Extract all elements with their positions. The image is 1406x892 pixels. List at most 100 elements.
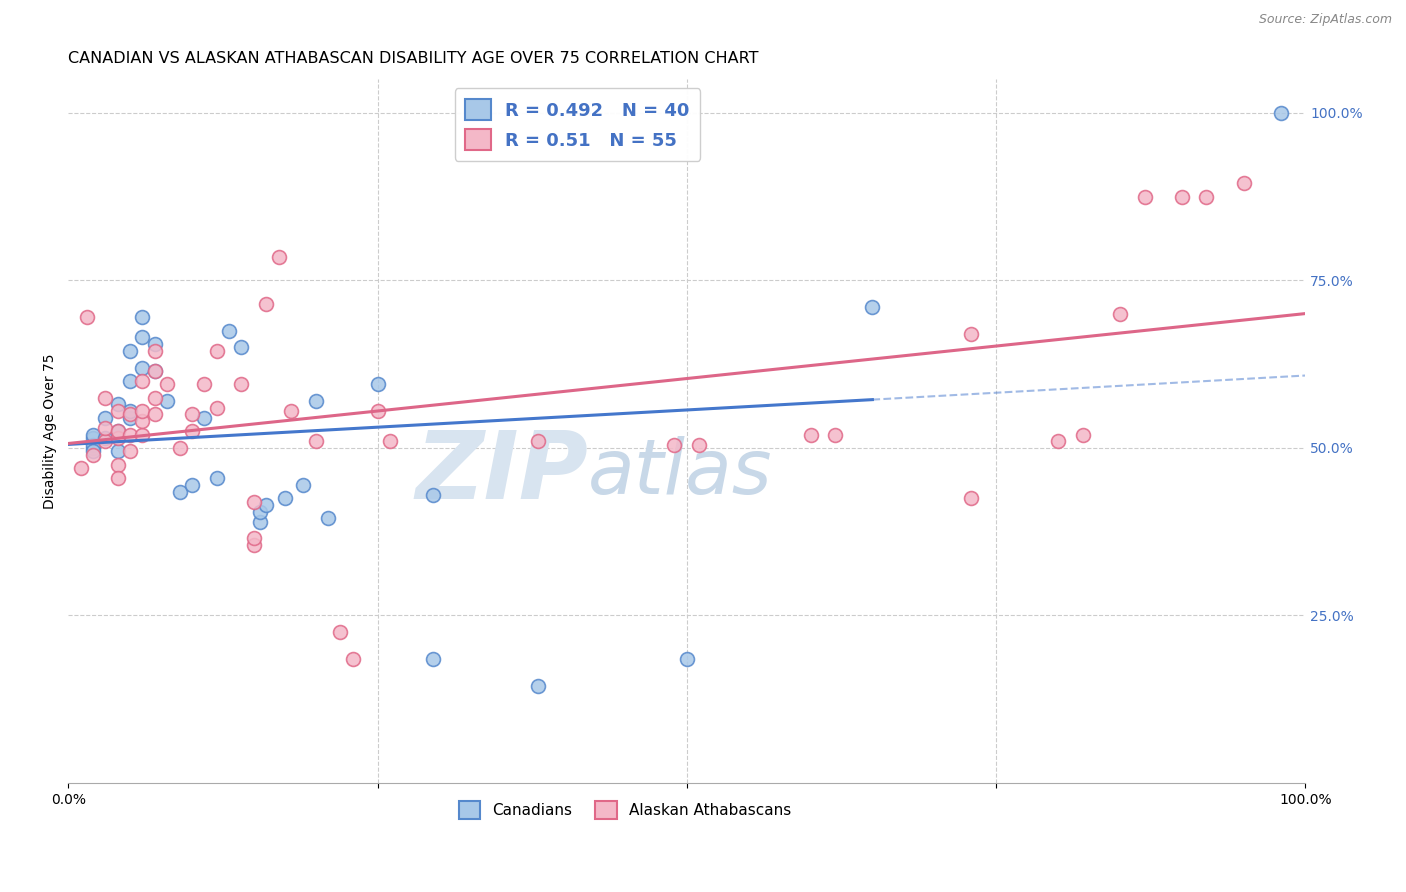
Text: Source: ZipAtlas.com: Source: ZipAtlas.com xyxy=(1258,13,1392,27)
Point xyxy=(860,300,883,314)
Point xyxy=(94,410,117,425)
Point xyxy=(292,478,315,492)
Point xyxy=(1108,307,1130,321)
Point xyxy=(82,431,104,445)
Point xyxy=(527,679,550,693)
Point xyxy=(169,484,191,499)
Text: atlas: atlas xyxy=(588,436,772,510)
Point xyxy=(131,404,153,418)
Point xyxy=(1071,427,1094,442)
Point xyxy=(231,377,253,392)
Point xyxy=(960,491,983,506)
Point xyxy=(94,391,117,405)
Point xyxy=(107,444,129,458)
Point xyxy=(169,441,191,455)
Point xyxy=(143,408,166,422)
Point xyxy=(143,391,166,405)
Point xyxy=(1195,189,1218,203)
Point xyxy=(82,448,104,462)
Point xyxy=(799,427,821,442)
Point xyxy=(243,532,266,546)
Point xyxy=(218,324,240,338)
Point xyxy=(243,538,266,552)
Point xyxy=(274,491,297,506)
Point xyxy=(193,377,215,392)
Point xyxy=(1046,434,1069,449)
Point xyxy=(120,343,142,358)
Point xyxy=(181,408,204,422)
Point xyxy=(205,343,228,358)
Point xyxy=(120,444,142,458)
Point xyxy=(143,364,166,378)
Point xyxy=(316,511,339,525)
Point xyxy=(280,404,302,418)
Point xyxy=(69,461,91,475)
Point xyxy=(1232,176,1254,190)
Point xyxy=(107,397,129,411)
Point xyxy=(120,404,142,418)
Point xyxy=(305,434,328,449)
Point xyxy=(82,444,104,458)
Point xyxy=(527,434,550,449)
Point xyxy=(131,427,153,442)
Point xyxy=(267,250,290,264)
Point xyxy=(131,310,153,325)
Point xyxy=(193,410,215,425)
Point xyxy=(107,431,129,445)
Text: ZIP: ZIP xyxy=(415,427,588,519)
Point xyxy=(94,434,117,449)
Y-axis label: Disability Age Over 75: Disability Age Over 75 xyxy=(44,353,58,509)
Point xyxy=(156,377,179,392)
Legend: Canadians, Alaskan Athabascans: Canadians, Alaskan Athabascans xyxy=(453,795,797,825)
Point xyxy=(824,427,846,442)
Point xyxy=(688,437,710,451)
Point xyxy=(131,374,153,388)
Point xyxy=(1170,189,1192,203)
Point xyxy=(143,364,166,378)
Point xyxy=(378,434,401,449)
Point xyxy=(107,404,129,418)
Point xyxy=(120,427,142,442)
Point xyxy=(143,337,166,351)
Point xyxy=(249,505,271,519)
Point xyxy=(107,458,129,472)
Point xyxy=(181,424,204,438)
Point xyxy=(107,424,129,438)
Point xyxy=(422,488,444,502)
Point xyxy=(143,343,166,358)
Point xyxy=(254,297,277,311)
Point xyxy=(342,652,364,666)
Point xyxy=(181,478,204,492)
Point xyxy=(243,494,266,508)
Point xyxy=(94,431,117,445)
Point xyxy=(82,427,104,442)
Point xyxy=(205,471,228,485)
Point xyxy=(1133,189,1156,203)
Point xyxy=(120,374,142,388)
Point xyxy=(120,410,142,425)
Point xyxy=(422,652,444,666)
Point xyxy=(367,377,389,392)
Point xyxy=(254,498,277,512)
Point xyxy=(960,326,983,341)
Point xyxy=(675,652,697,666)
Point xyxy=(82,437,104,451)
Point xyxy=(107,471,129,485)
Point xyxy=(231,340,253,354)
Point xyxy=(131,414,153,428)
Point xyxy=(1270,106,1292,120)
Point xyxy=(94,421,117,435)
Point xyxy=(664,437,686,451)
Point xyxy=(205,401,228,415)
Point xyxy=(329,625,352,640)
Point xyxy=(107,424,129,438)
Point xyxy=(367,404,389,418)
Point xyxy=(305,394,328,409)
Point xyxy=(76,310,98,325)
Point xyxy=(131,330,153,344)
Point xyxy=(156,394,179,409)
Point xyxy=(82,441,104,455)
Text: CANADIAN VS ALASKAN ATHABASCAN DISABILITY AGE OVER 75 CORRELATION CHART: CANADIAN VS ALASKAN ATHABASCAN DISABILIT… xyxy=(69,51,759,66)
Point xyxy=(131,360,153,375)
Point xyxy=(249,515,271,529)
